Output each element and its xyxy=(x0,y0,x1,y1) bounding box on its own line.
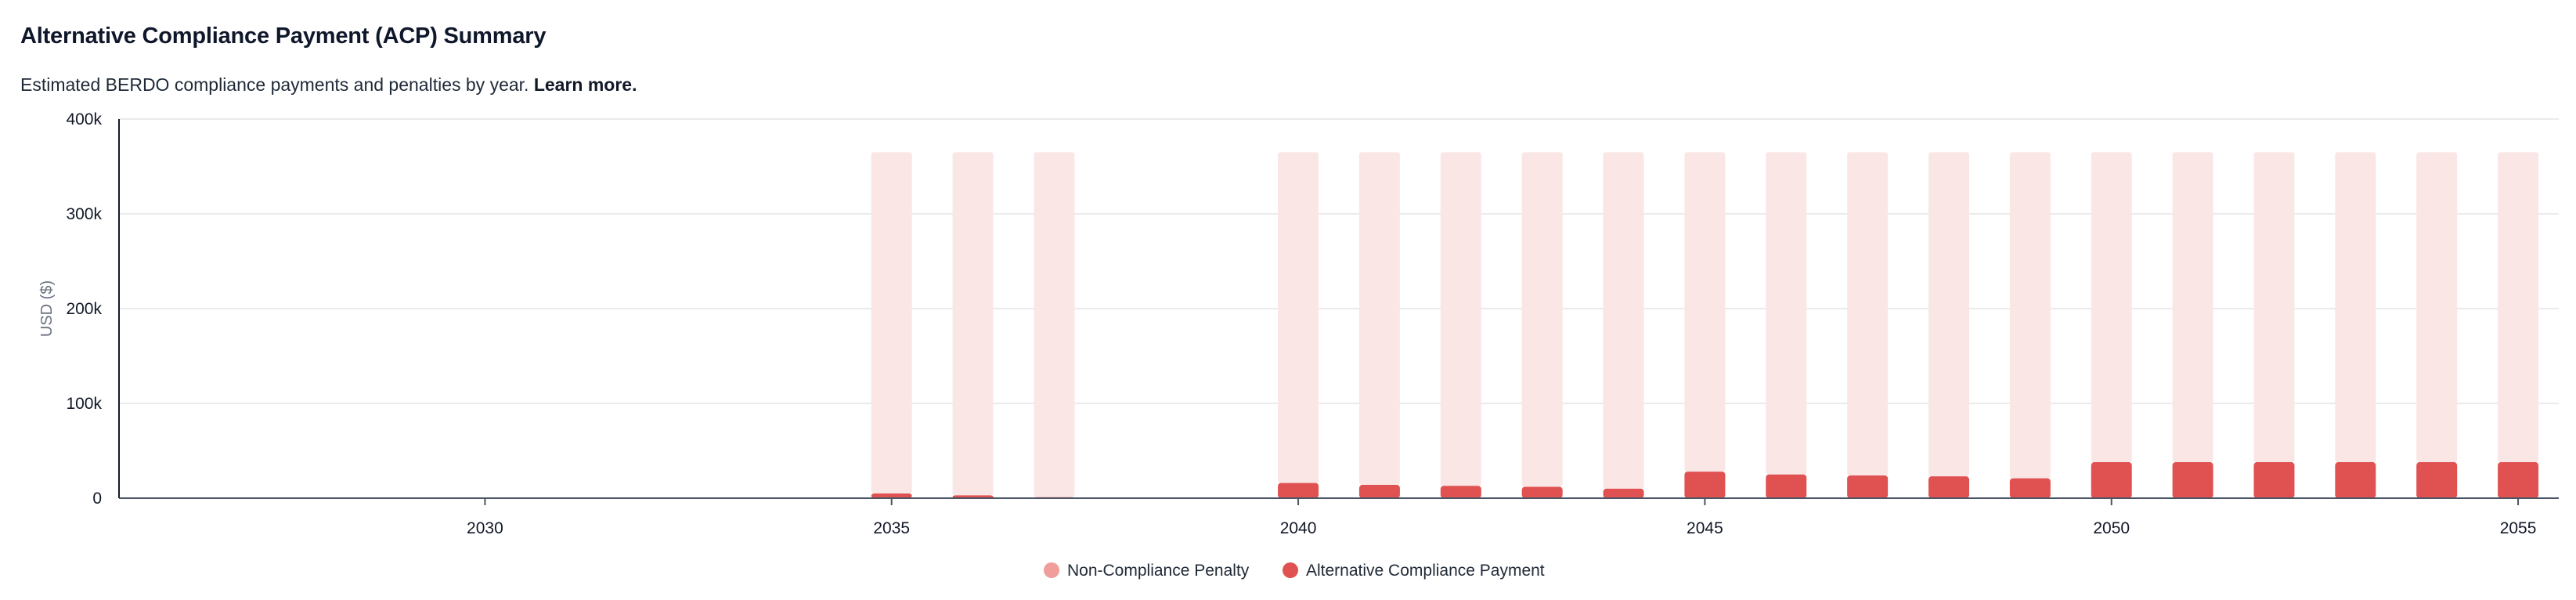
chart-subtitle: Estimated BERDO compliance payments and … xyxy=(20,74,637,96)
bar-non-compliance-penalty[interactable] xyxy=(1358,152,1400,486)
bar-non-compliance-penalty[interactable] xyxy=(2253,152,2295,463)
bar-non-compliance-penalty[interactable] xyxy=(871,152,912,493)
y-axis-label: USD ($) xyxy=(38,280,56,337)
bar-alternative-compliance-payment[interactable] xyxy=(2172,462,2213,498)
axes: 0 100k 200k 300k 400k USD ($) 2030 2035 2040 2045… xyxy=(38,110,2559,537)
bar-non-compliance-penalty[interactable] xyxy=(1684,152,1726,472)
bar-alternative-compliance-payment[interactable] xyxy=(2498,462,2539,498)
bar-non-compliance-penalty[interactable] xyxy=(1278,152,1319,483)
bar-non-compliance-penalty[interactable] xyxy=(952,152,994,496)
bar-alternative-compliance-payment[interactable] xyxy=(1684,472,1726,498)
bar-non-compliance-penalty[interactable] xyxy=(2091,152,2132,463)
bar-alternative-compliance-payment[interactable] xyxy=(1521,486,1563,498)
legend-item-non-compliance-penalty[interactable]: Non-Compliance Penalty xyxy=(1044,562,1250,580)
y-tick-label: 200k xyxy=(66,300,102,318)
bar-alternative-compliance-payment[interactable] xyxy=(2335,462,2376,498)
legend-label: Alternative Compliance Payment xyxy=(1306,562,1545,580)
legend-swatch xyxy=(1283,562,1298,578)
bar-non-compliance-penalty[interactable] xyxy=(2498,152,2539,463)
x-tick-label: 2035 xyxy=(873,519,910,537)
bar-alternative-compliance-payment[interactable] xyxy=(2416,462,2458,498)
bar-alternative-compliance-payment[interactable] xyxy=(2009,478,2051,498)
bar-alternative-compliance-payment[interactable] xyxy=(2091,462,2132,498)
bar-alternative-compliance-payment[interactable] xyxy=(2253,462,2295,498)
bar-alternative-compliance-payment[interactable] xyxy=(1603,488,1644,498)
legend-label: Non-Compliance Penalty xyxy=(1067,562,1250,580)
bar-alternative-compliance-payment[interactable] xyxy=(1440,486,1481,498)
x-tick-label: 2050 xyxy=(2093,519,2130,537)
bar-alternative-compliance-payment[interactable] xyxy=(1847,475,1889,498)
bar-alternative-compliance-payment[interactable] xyxy=(1278,483,1319,498)
y-tick-label: 300k xyxy=(66,205,102,223)
bar-alternative-compliance-payment[interactable] xyxy=(871,493,912,498)
bar-non-compliance-penalty[interactable] xyxy=(2172,152,2213,463)
legend-item-alternative-compliance-payment[interactable]: Alternative Compliance Payment xyxy=(1283,562,1545,580)
y-tick-label: 0 xyxy=(92,490,102,508)
bar-non-compliance-penalty[interactable] xyxy=(1928,152,1969,477)
bar-alternative-compliance-payment[interactable] xyxy=(1928,476,1969,498)
x-tick-label: 2045 xyxy=(1687,519,1723,537)
bars xyxy=(871,152,2539,498)
chart-title: Alternative Compliance Payment (ACP) Sum… xyxy=(20,23,547,49)
y-tick-label: 400k xyxy=(66,110,102,128)
subtitle-text: Estimated BERDO compliance payments and … xyxy=(20,74,529,95)
bar-non-compliance-penalty[interactable] xyxy=(1440,152,1481,486)
bar-non-compliance-penalty[interactable] xyxy=(1603,152,1644,489)
x-tick-label: 2055 xyxy=(2500,519,2537,537)
y-tick-label: 100k xyxy=(66,395,102,413)
bar-non-compliance-penalty[interactable] xyxy=(1521,152,1563,487)
bar-non-compliance-penalty[interactable] xyxy=(2416,152,2458,463)
legend[interactable]: Non-Compliance Penalty Alternative Compli… xyxy=(1044,562,1545,580)
gridlines xyxy=(119,118,2559,404)
bar-non-compliance-penalty[interactable] xyxy=(2335,152,2376,463)
x-tick-label: 2040 xyxy=(1280,519,1317,537)
bar-non-compliance-penalty[interactable] xyxy=(1766,152,1807,475)
bar-non-compliance-penalty[interactable] xyxy=(1034,152,1075,497)
bar-alternative-compliance-payment[interactable] xyxy=(1358,485,1400,498)
x-tick-label: 2030 xyxy=(467,519,503,537)
bar-alternative-compliance-payment[interactable] xyxy=(1766,474,1807,498)
bar-non-compliance-penalty[interactable] xyxy=(1847,152,1889,475)
bar-non-compliance-penalty[interactable] xyxy=(2009,152,2051,479)
legend-swatch xyxy=(1044,562,1059,578)
learn-more-link[interactable]: Learn more. xyxy=(533,74,637,95)
